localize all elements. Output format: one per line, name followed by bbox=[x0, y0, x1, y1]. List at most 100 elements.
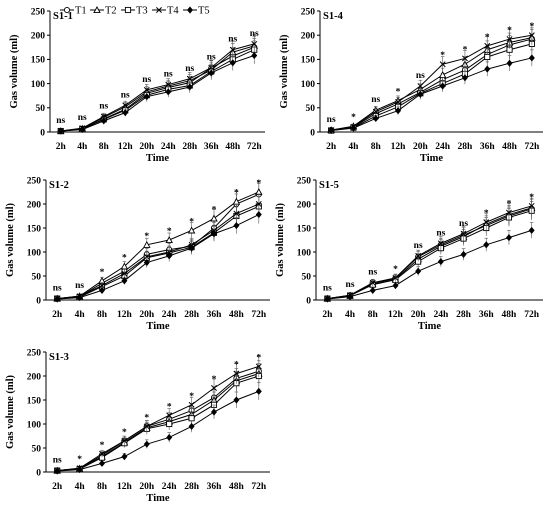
significance-label: ns bbox=[459, 219, 468, 229]
data-point bbox=[255, 210, 262, 219]
data-point bbox=[76, 466, 83, 474]
data-point bbox=[186, 83, 193, 91]
data-point bbox=[211, 230, 217, 238]
x-tick-label: 36h bbox=[479, 310, 495, 320]
data-point bbox=[528, 226, 535, 234]
data-point bbox=[99, 286, 105, 294]
data-point bbox=[165, 88, 172, 96]
x-tick-label: 28h bbox=[184, 482, 200, 492]
series-T4 bbox=[54, 355, 262, 474]
legend-label: T4 bbox=[167, 6, 179, 17]
x-tick-label: 12h bbox=[117, 482, 133, 492]
data-point bbox=[528, 202, 535, 209]
series-T2 bbox=[53, 180, 263, 302]
significance-label: * bbox=[100, 441, 105, 451]
significance-label: ns bbox=[164, 70, 173, 80]
series-line bbox=[327, 208, 532, 300]
series-T3 bbox=[328, 34, 535, 134]
data-point bbox=[372, 114, 379, 123]
panel-title: S1-5 bbox=[319, 180, 339, 191]
series-T3 bbox=[54, 196, 262, 302]
data-point bbox=[417, 90, 424, 98]
data-point bbox=[99, 450, 105, 457]
data-point bbox=[251, 51, 258, 60]
series-line bbox=[331, 38, 532, 131]
data-point bbox=[528, 32, 535, 39]
significance-label: ns bbox=[228, 35, 237, 45]
y-tick-label: 250 bbox=[27, 176, 42, 186]
legend-marker bbox=[156, 7, 162, 13]
x-tick-label: 72h bbox=[524, 142, 540, 152]
x-tick-label: 4h bbox=[75, 482, 86, 492]
y-tick-label: 100 bbox=[27, 420, 42, 430]
series-line bbox=[327, 229, 532, 300]
y-tick-label: 150 bbox=[301, 56, 316, 66]
significance-label: * bbox=[529, 193, 534, 203]
data-point bbox=[347, 293, 354, 301]
y-tick-label: 150 bbox=[297, 224, 312, 234]
x-tick-label: 20h bbox=[411, 310, 427, 320]
y-tick-label: 0 bbox=[310, 128, 315, 138]
x-tick-label: 2h bbox=[322, 310, 333, 320]
data-point bbox=[188, 422, 195, 430]
series-line bbox=[331, 43, 532, 132]
significance-label: * bbox=[189, 392, 194, 402]
legend-label: T1 bbox=[75, 6, 87, 17]
y-tick-label: 250 bbox=[301, 7, 316, 17]
significance-label: * bbox=[144, 232, 149, 242]
x-tick-label: 20h bbox=[413, 142, 429, 152]
data-point bbox=[233, 370, 240, 377]
x-axis-label: Time bbox=[146, 153, 169, 164]
panel-title: S1-3 bbox=[49, 352, 69, 363]
significance-label: * bbox=[189, 217, 194, 227]
data-point bbox=[439, 61, 446, 68]
data-point bbox=[166, 252, 173, 260]
significance-label: ns bbox=[416, 71, 425, 81]
significance-label: ns bbox=[53, 284, 62, 294]
legend: T1 T2 T3 T4 T5 bbox=[60, 6, 210, 17]
data-point bbox=[210, 214, 218, 222]
series-T1 bbox=[324, 198, 535, 302]
x-tick-label: 2h bbox=[52, 482, 63, 492]
x-tick-label: 2h bbox=[326, 142, 337, 152]
x-tick-label: 20h bbox=[139, 310, 155, 320]
data-point bbox=[460, 250, 467, 258]
data-point bbox=[484, 53, 491, 61]
significance-label: * bbox=[396, 88, 401, 98]
x-tick-label: 12h bbox=[118, 142, 134, 152]
significance-label: * bbox=[122, 428, 127, 438]
data-point bbox=[392, 282, 399, 290]
data-point bbox=[211, 408, 217, 416]
data-point bbox=[505, 209, 512, 216]
significance-label: * bbox=[167, 402, 172, 412]
y-tick-label: 0 bbox=[36, 468, 41, 478]
data-point bbox=[460, 230, 467, 237]
data-point bbox=[187, 226, 196, 234]
data-point bbox=[100, 117, 107, 125]
data-point bbox=[506, 59, 513, 67]
significance-label: * bbox=[507, 26, 512, 36]
significance-label: * bbox=[440, 51, 445, 61]
significance-label: ns bbox=[323, 284, 332, 294]
panel-title: S1-1 bbox=[53, 11, 73, 22]
y-tick-label: 250 bbox=[297, 176, 312, 186]
series-T5 bbox=[54, 382, 262, 475]
data-point bbox=[233, 222, 240, 230]
x-tick-label: 48h bbox=[229, 310, 245, 320]
x-axis-label: Time bbox=[418, 321, 441, 332]
data-point bbox=[255, 387, 262, 395]
data-point bbox=[143, 240, 151, 248]
y-tick-label: 150 bbox=[27, 224, 42, 234]
data-point bbox=[395, 107, 402, 115]
panel-title: S1-2 bbox=[49, 180, 69, 191]
data-point bbox=[483, 219, 490, 226]
series-line bbox=[57, 390, 259, 472]
x-tick-label: 24h bbox=[435, 142, 451, 152]
legend-label: T2 bbox=[105, 6, 117, 17]
data-point bbox=[208, 69, 215, 77]
y-axis-label: Gas volume (ml) bbox=[5, 202, 16, 277]
series-line bbox=[57, 191, 259, 300]
legend-marker bbox=[124, 6, 132, 14]
data-point bbox=[417, 83, 424, 89]
